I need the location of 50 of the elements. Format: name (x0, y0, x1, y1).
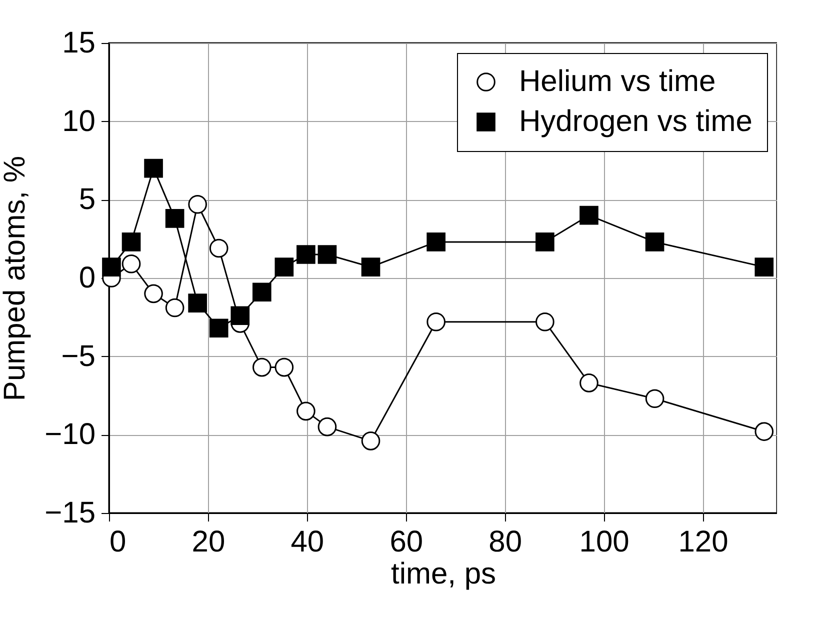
y-tick-label: 0 (78, 262, 96, 294)
point (274, 358, 294, 377)
point (645, 232, 664, 252)
point (426, 312, 446, 332)
point (274, 258, 294, 276)
y-tick-label: 5 (78, 183, 96, 216)
x-tick-label: 40 (290, 526, 324, 558)
x-tick-label: 60 (390, 526, 424, 558)
x-tick-label: 0 (110, 526, 126, 558)
point (209, 238, 228, 258)
point (296, 402, 316, 421)
x-tick-label: 120 (678, 526, 728, 558)
point (754, 422, 774, 441)
x-axis-title: time, ps (390, 558, 496, 590)
point (102, 258, 121, 276)
x-tick-label: 80 (488, 526, 522, 558)
point (209, 318, 228, 338)
point (318, 245, 337, 264)
y-tick-label: 10 (62, 104, 96, 138)
x-tick-label: 20 (192, 526, 226, 558)
point (122, 232, 141, 252)
y-tick-label: −5 (61, 340, 96, 373)
y-tick-label: 15 (62, 26, 96, 60)
point (252, 358, 272, 377)
point (296, 245, 316, 264)
legend-label: Hydrogen vs time (519, 105, 752, 138)
point (188, 294, 207, 312)
point (754, 258, 774, 276)
y-axis-title: Pumped atoms, % (0, 156, 32, 402)
point (361, 258, 380, 276)
x-tick-label: 100 (579, 526, 630, 558)
point (426, 232, 446, 252)
point (645, 389, 664, 408)
point (144, 158, 163, 178)
point (165, 298, 184, 318)
point (122, 254, 141, 274)
point (252, 282, 272, 302)
point (318, 417, 337, 436)
y-tick-label: −15 (44, 496, 96, 530)
legend-label: Helium vs time (519, 65, 716, 98)
point (536, 232, 554, 252)
point (580, 374, 598, 392)
y-tick-label: −10 (44, 418, 96, 452)
point (536, 312, 554, 332)
point (230, 306, 250, 326)
point (580, 206, 598, 225)
point (188, 194, 207, 214)
point (361, 432, 380, 450)
point (165, 209, 184, 228)
point (144, 284, 163, 304)
